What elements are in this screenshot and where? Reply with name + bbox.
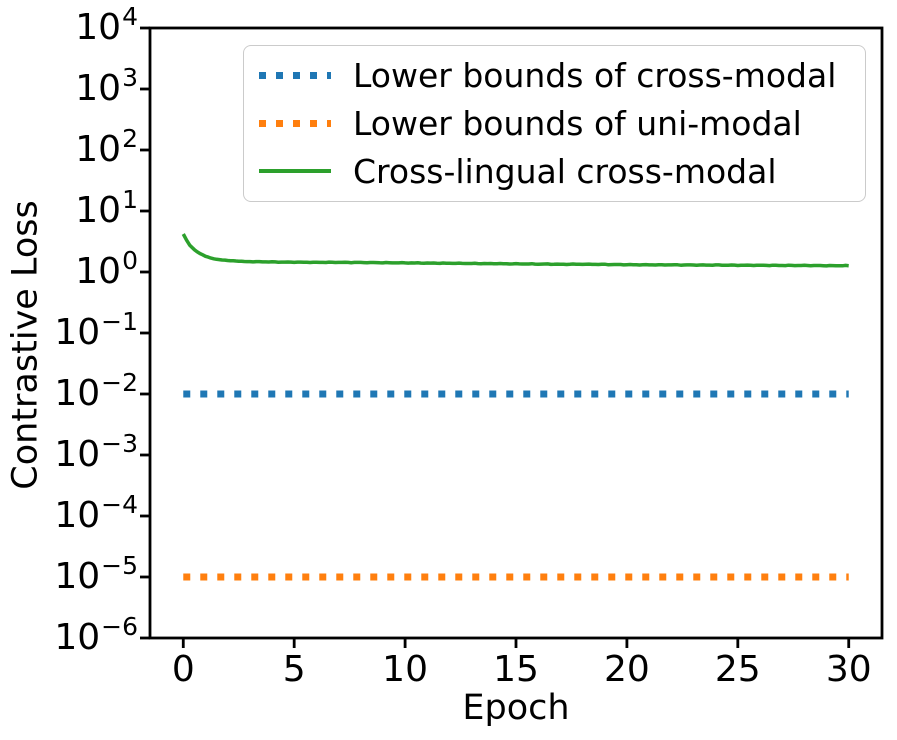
x-tick-label: 0: [171, 649, 195, 690]
y-tick-label: 10−3: [54, 429, 138, 475]
x-axis-title: Epoch: [462, 688, 570, 728]
legend-entry: Lower bounds of cross-modal: [244, 52, 865, 99]
y-tick-label: 10−5: [54, 551, 138, 597]
x-tick-label: 25: [714, 649, 761, 690]
y-tick-label: 101: [75, 185, 138, 231]
y-tick-label: 104: [75, 2, 138, 48]
x-tick-label: 20: [604, 649, 650, 690]
x-tick-label: 15: [493, 649, 539, 690]
legend-solid-line-swatch: [259, 169, 331, 174]
y-tick-label: 103: [75, 63, 138, 109]
x-tick-label: 5: [282, 649, 306, 690]
y-tick-label: 10−2: [54, 368, 138, 414]
x-tick-label: 10: [382, 649, 428, 690]
legend-dotted-line-swatch: [259, 72, 331, 80]
legend-label: Lower bounds of cross-modal: [353, 56, 837, 96]
y-tick-label: 10−6: [54, 612, 138, 658]
y-axis-title: Contrastive Loss: [5, 200, 46, 490]
y-tick-label: 10−4: [54, 490, 138, 536]
legend-label: Lower bounds of uni-modal: [353, 103, 802, 143]
legend-entry: Lower bounds of uni-modal: [244, 100, 865, 147]
legend-entry: Cross-lingual cross-modal: [244, 148, 865, 195]
legend-box: Lower bounds of cross-modal Lower bounds …: [243, 45, 866, 202]
y-tick-label: 100: [75, 246, 138, 292]
y-tick-label: 102: [75, 124, 138, 170]
series-line-2: [181, 233, 849, 268]
y-tick-label: 10−1: [54, 307, 138, 353]
x-tick-label: 30: [825, 649, 872, 690]
legend-dotted-line-swatch: [259, 119, 331, 127]
legend-label: Cross-lingual cross-modal: [353, 151, 777, 191]
